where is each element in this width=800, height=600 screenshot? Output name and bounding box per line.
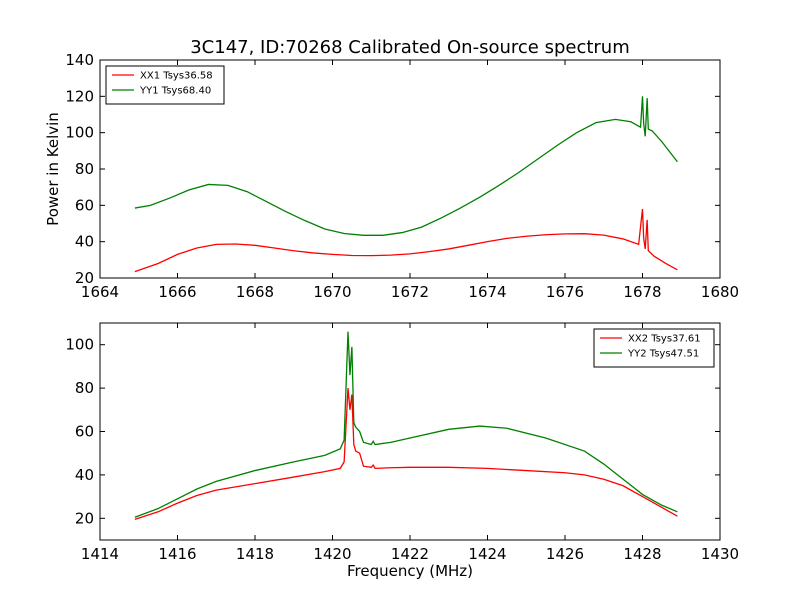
- bottom-x-tick-label: 1428: [623, 545, 661, 563]
- bottom-x-tick-label: 1422: [391, 545, 429, 563]
- top-legend-entry-1: XX1 Tsys36.58: [140, 71, 213, 82]
- top-legend-entry-2: YY1 Tsys68.40: [139, 86, 211, 97]
- top-x-tick-label: 1674: [468, 283, 506, 301]
- bottom-x-tick-label: 1426: [546, 545, 584, 563]
- top-y-tick-label: 120: [65, 87, 94, 105]
- bottom-legend-box: [593, 328, 715, 368]
- top-series-line-2: [134, 96, 678, 236]
- bottom-y-tick-label: 20: [75, 509, 94, 527]
- top-x-tick-label: 1676: [546, 283, 584, 301]
- top-legend-box: [105, 65, 225, 105]
- bottom-spectrum-panel: 1414 1416 1418 1420 1422 1424 1426 1428 1430 20 40…: [65, 322, 739, 580]
- bottom-legend-entry-1: XX2 Tsys37.61: [628, 334, 701, 345]
- top-x-tick-label: 1680: [701, 283, 739, 301]
- top-y-tick-label: 100: [65, 124, 94, 142]
- figure-title: 3C147, ID:70268 Calibrated On-source spe…: [190, 37, 630, 58]
- bottom-x-tick-label: 1430: [701, 545, 739, 563]
- top-y-tick-label: 20: [75, 269, 94, 287]
- bottom-y-tick-label: 60: [75, 423, 94, 441]
- top-y-axis-label: Power in Kelvin: [44, 112, 62, 226]
- top-x-tick-label: 1668: [236, 283, 274, 301]
- bottom-y-tick-label: 40: [75, 466, 94, 484]
- bottom-x-tick-label: 1414: [81, 545, 119, 563]
- top-series-line-1: [134, 208, 678, 273]
- bottom-x-tick-label: 1418: [236, 545, 274, 563]
- top-y-tick-label: 140: [65, 51, 94, 69]
- bottom-x-axis-label: Frequency (MHz): [347, 562, 473, 580]
- top-x-tick-label: 1664: [81, 283, 119, 301]
- top-x-tick-label: 1678: [623, 283, 661, 301]
- bottom-y-tick-label: 100: [65, 336, 94, 354]
- top-x-tick-label: 1670: [313, 283, 351, 301]
- bottom-series-line-2: [134, 331, 678, 518]
- bottom-series-line-1: [134, 388, 678, 520]
- top-x-tick-label: 1672: [391, 283, 429, 301]
- bottom-x-tick-label: 1420: [313, 545, 351, 563]
- top-y-tick-label: 40: [75, 233, 94, 251]
- top-legend: XX1 Tsys36.58 YY1 Tsys68.40: [105, 65, 225, 105]
- bottom-y-tick-label: 80: [75, 379, 94, 397]
- bottom-x-tick-label: 1424: [468, 545, 506, 563]
- top-x-tick-label: 1666: [158, 283, 196, 301]
- top-spectrum-panel: 1664 1666 1668 1670 1672 1674 1676 1678 1680 20 40…: [44, 51, 739, 301]
- bottom-x-tick-label: 1416: [158, 545, 196, 563]
- top-y-tick-label: 60: [75, 196, 94, 214]
- bottom-legend-entry-2: YY2 Tsys47.51: [627, 349, 699, 360]
- bottom-legend: XX2 Tsys37.61 YY2 Tsys47.51: [593, 328, 715, 368]
- top-y-tick-label: 80: [75, 160, 94, 178]
